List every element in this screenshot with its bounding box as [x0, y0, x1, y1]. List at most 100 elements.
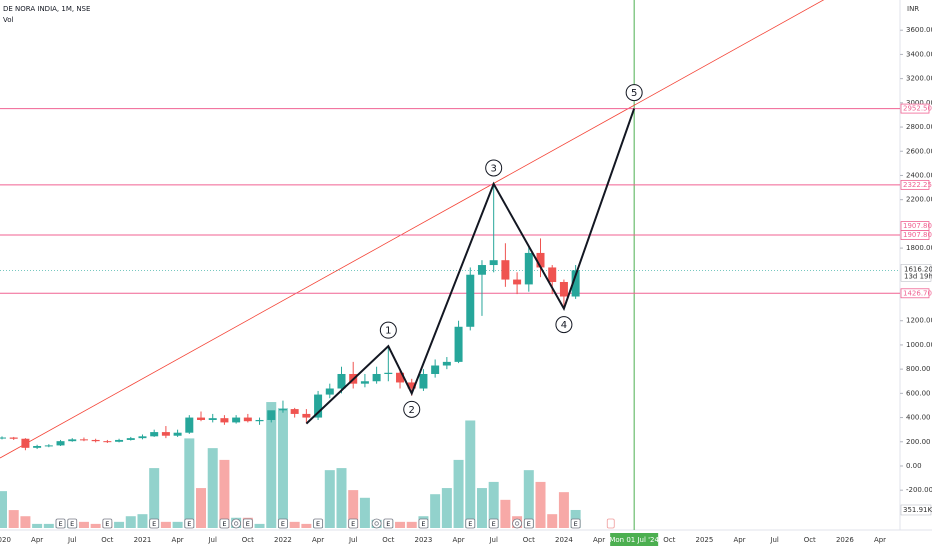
earnings-label: E — [351, 520, 355, 528]
trendline — [0, 0, 825, 459]
volume-bar — [125, 516, 136, 528]
earnings-label: E — [281, 520, 285, 528]
y-tick-label: 1200.00 — [906, 317, 932, 325]
candle-body — [197, 417, 206, 420]
price-level-label: 2952.50 — [903, 105, 932, 113]
price-level-badge — [900, 288, 930, 299]
candle-body — [138, 436, 147, 439]
y-tick-label: 3400.00 — [906, 50, 932, 58]
volume-bar — [476, 488, 487, 528]
earnings-icon — [418, 518, 429, 529]
dividend-icon-dot — [233, 521, 239, 526]
wave-label: 1 — [385, 326, 391, 337]
price-level-label: 1426.70 — [903, 289, 932, 297]
earnings-icon — [219, 518, 230, 529]
x-tick-label: 2023 — [415, 536, 433, 544]
currency: INR — [907, 5, 919, 13]
candle-body — [325, 388, 334, 395]
volume-bar — [535, 481, 546, 528]
earnings-label: E — [386, 520, 390, 528]
volume-value-label: 351.91K — [903, 506, 932, 514]
candle-body — [407, 382, 416, 389]
earnings-icon — [149, 518, 160, 529]
earnings-label: E — [70, 520, 74, 528]
x-tick-label: Jul — [488, 536, 498, 544]
volume-bar — [43, 523, 54, 528]
earnings-label: E — [58, 520, 62, 528]
time-marker-badge — [610, 533, 659, 546]
y-tick-label: 1800.00 — [906, 244, 932, 252]
y-tick-label: 800.00 — [906, 365, 931, 373]
candle-body — [126, 438, 135, 440]
candle-body — [91, 439, 100, 442]
x-tick-label: Oct — [804, 536, 816, 544]
volume-bar — [336, 468, 347, 528]
dividend-icon — [512, 518, 522, 529]
earnings-label: E — [187, 520, 191, 528]
candle-body — [431, 365, 440, 374]
earnings-label: E — [316, 520, 320, 528]
candle-body — [571, 270, 580, 297]
earnings-icon — [184, 518, 195, 529]
earnings-label: E — [492, 520, 496, 528]
wave-label-circle — [625, 84, 643, 102]
x-tick-label: 2020 — [0, 536, 11, 544]
dividend-icon-dot — [514, 521, 520, 526]
x-tick-label: 2024 — [555, 536, 573, 544]
earnings-icon — [102, 518, 113, 529]
earnings-icon — [465, 518, 476, 529]
y-tick-label: 3600.00 — [906, 26, 932, 34]
candle-body — [489, 260, 498, 266]
candle-body — [314, 394, 323, 418]
earnings-label: E — [421, 520, 425, 528]
earnings-icon — [67, 518, 78, 529]
wave-label: 2 — [409, 405, 415, 416]
y-tick-label: 200.00 — [906, 438, 931, 446]
x-tick-label: Apr — [733, 536, 745, 544]
wave-label: 5 — [631, 88, 637, 99]
wave-label-circle — [485, 159, 503, 177]
wave-label-circle — [403, 400, 421, 418]
volume-bar — [90, 523, 101, 528]
candle-body — [115, 439, 124, 442]
earnings-label: E — [152, 520, 156, 528]
earnings-icon — [383, 518, 394, 529]
candle-body — [559, 281, 568, 297]
candle-body — [243, 417, 252, 422]
candle-body — [21, 438, 30, 448]
x-tick-label: Jul — [348, 536, 358, 544]
candle-body — [103, 441, 112, 443]
x-tick-label: Jul — [769, 536, 779, 544]
volume-bar — [465, 420, 476, 528]
candle-body — [150, 432, 159, 437]
candle-body — [384, 372, 393, 374]
countdown-label: 13d 19h — [904, 272, 932, 280]
x-tick-label: Oct — [242, 536, 254, 544]
last-price-badge — [900, 264, 932, 282]
x-tick-label: Mon 01 Jul '24 — [609, 536, 659, 544]
earnings-future-icon — [606, 518, 615, 529]
price-level-label: 2322.25 — [903, 181, 932, 189]
candle-body — [513, 279, 522, 285]
x-tick-label: Oct — [382, 536, 394, 544]
earnings-label: E — [246, 520, 250, 528]
earnings-icon — [523, 518, 534, 529]
wave-label-circle — [555, 316, 573, 334]
wave-label: 4 — [561, 320, 567, 331]
volume-bar — [172, 521, 183, 528]
volume-bar — [196, 488, 207, 528]
earnings-label: E — [527, 520, 531, 528]
volume-bar — [277, 408, 288, 528]
volume-bar — [149, 468, 160, 528]
volume-bar — [184, 438, 195, 528]
price-level-badge — [900, 179, 930, 190]
y-tick-label: 2400.00 — [906, 171, 932, 179]
candle-body — [56, 441, 65, 446]
candle-body — [278, 409, 287, 411]
earnings-label: E — [222, 520, 226, 528]
x-tick-label: Apr — [593, 536, 605, 544]
earnings-icon — [55, 518, 66, 529]
price-level-badge — [900, 230, 930, 240]
volume-bar — [547, 514, 558, 528]
